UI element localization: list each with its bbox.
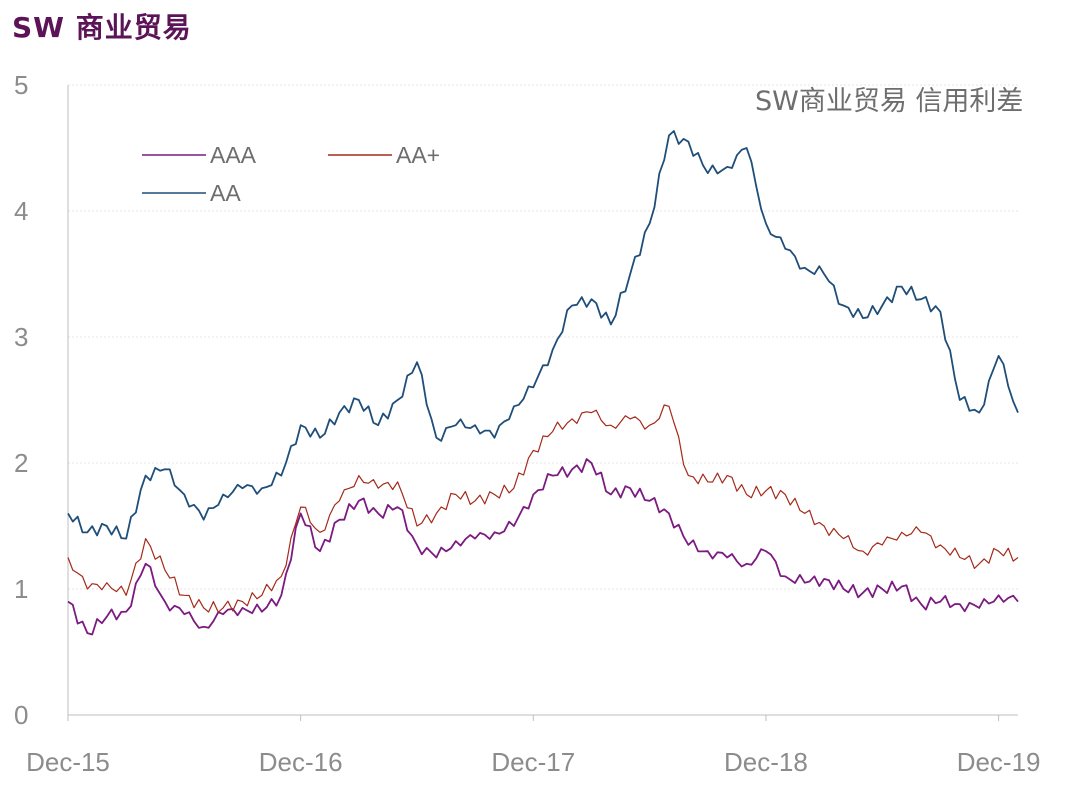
x-tick-label: Dec-19 [957, 747, 1041, 777]
chart-title: SW商业贸易 信用利差 [755, 86, 1023, 117]
series-line-aaplus [67, 404, 1019, 613]
y-tick-label: 2 [14, 448, 28, 478]
y-tick-label: 0 [14, 700, 28, 730]
y-tick-label: 1 [14, 574, 28, 604]
axes: 0 1 2 3 4 5 Dec-15 Dec-16 Dec-17 Dec-18 Dec-19 [14, 70, 1041, 777]
y-tick-label: 3 [14, 322, 28, 352]
series-lines [67, 130, 1019, 636]
x-tick-label: Dec-18 [724, 747, 808, 777]
legend-label: AA+ [396, 142, 440, 168]
y-tick-label: 5 [14, 70, 28, 100]
legend: AAA AA+ AA [142, 142, 440, 206]
series-line-aa [67, 130, 1019, 540]
legend-label: AAA [210, 142, 257, 168]
x-tick-label: Dec-17 [491, 747, 575, 777]
x-tick-label: Dec-16 [259, 747, 343, 777]
series-line-aaa [67, 458, 1019, 636]
x-tick-label: Dec-15 [26, 747, 110, 777]
page-title: SW 商业贸易 [12, 11, 192, 44]
y-tick-label: 4 [14, 196, 28, 226]
legend-label: AA [210, 180, 241, 206]
